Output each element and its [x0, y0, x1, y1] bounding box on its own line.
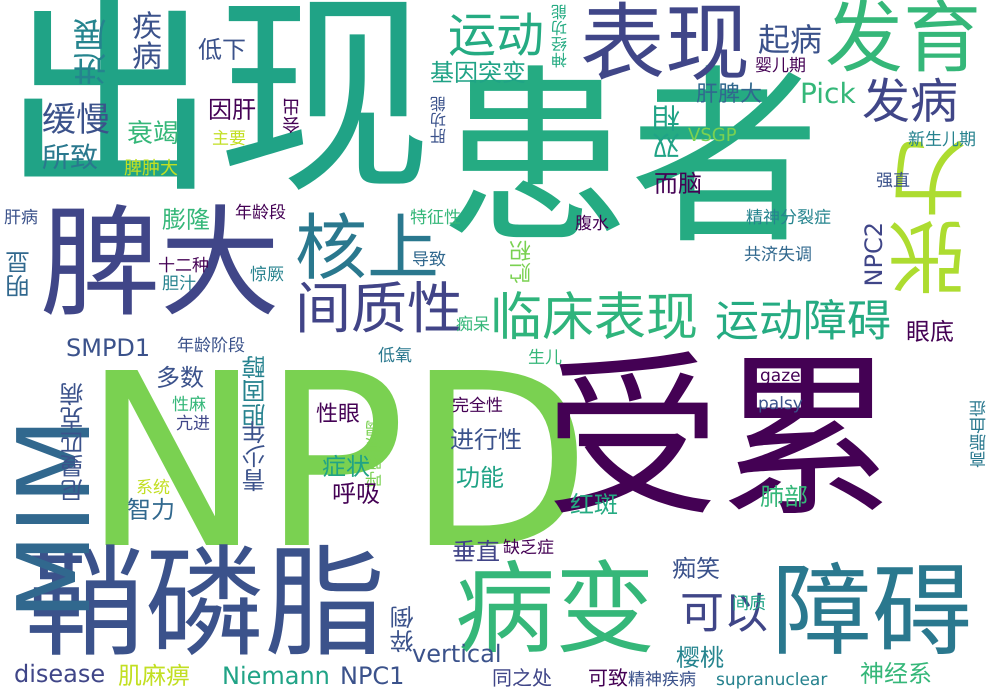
word: 所致	[42, 141, 99, 174]
word: 胆汁	[162, 274, 196, 294]
word: 智力	[127, 496, 175, 524]
word: 性眼	[316, 402, 361, 427]
word: 性麻	[172, 395, 206, 415]
word: 缓慢	[42, 100, 110, 140]
word: NPC1	[340, 662, 405, 690]
word: SMPD1	[66, 334, 151, 362]
word: 精神疾病	[628, 670, 696, 690]
word: 疾病	[126, 10, 161, 70]
word: palsy	[758, 394, 803, 414]
word: 起病	[758, 21, 823, 59]
word: VSGP	[688, 125, 737, 146]
word: 运动	[448, 8, 545, 64]
word: 患者	[440, 49, 821, 270]
word: 发育	[825, 0, 982, 84]
word: 障碍	[772, 553, 972, 670]
word: 因肝	[208, 96, 256, 124]
word: 衰竭	[127, 119, 180, 149]
word: 可致	[588, 666, 628, 690]
word: 明显	[6, 250, 34, 298]
word: 发病	[862, 74, 959, 130]
word: 低下	[198, 36, 246, 64]
word: 共济失调	[744, 245, 812, 265]
word: 功能	[456, 464, 504, 492]
word: 进展	[73, 18, 113, 86]
word: 神经系	[860, 660, 932, 688]
word: 神经功能	[551, 4, 570, 68]
word: 精神分裂症	[746, 208, 831, 228]
word: 进行性	[450, 426, 522, 454]
word: 年龄阶段	[177, 336, 245, 356]
word: 樱桃	[676, 644, 724, 672]
word: 痴呆	[456, 315, 490, 335]
word: 可以	[680, 588, 768, 639]
word: 腹水	[575, 214, 609, 234]
word: 尼曼匹克病	[60, 382, 88, 502]
word: 呼吸	[332, 480, 380, 508]
word: 脾大	[40, 195, 280, 334]
word: 眼底	[906, 318, 954, 346]
word: MIM	[0, 417, 113, 620]
word: 肝脾大	[696, 82, 763, 107]
word: 而脑	[654, 170, 702, 198]
word: 临床表现	[490, 288, 699, 348]
word: 表现	[580, 0, 751, 94]
word: 完全性	[452, 396, 503, 416]
word: NPC2	[860, 222, 888, 287]
word: 症状	[322, 453, 370, 481]
word: 病变	[455, 551, 655, 668]
word: 强直	[876, 171, 910, 191]
word: 出现	[2, 0, 432, 223]
word: 新生儿期	[908, 130, 976, 150]
word: supranuclear	[716, 670, 828, 690]
word: 呼吸衰竭	[366, 420, 386, 488]
word: NPD	[82, 322, 592, 602]
word: 痴笑	[672, 555, 720, 583]
word: 系统	[136, 478, 170, 498]
word: 肌麻痹	[118, 662, 190, 690]
word: 双相	[651, 104, 684, 160]
word: Pick	[800, 77, 856, 110]
word: vertical	[412, 640, 502, 668]
word: 核上	[295, 206, 440, 290]
word: 主要	[212, 129, 246, 149]
word: 肝病	[4, 208, 38, 228]
word: 年龄段	[235, 203, 286, 223]
word: 间质	[732, 594, 766, 614]
word: 会出	[282, 98, 303, 134]
word: 垂直	[452, 538, 500, 566]
word: 张力	[888, 138, 981, 298]
word: 多数	[156, 364, 204, 392]
word: 贮积	[510, 240, 535, 284]
word: 导致	[412, 250, 446, 270]
word: 青少年	[242, 420, 270, 492]
word: 高脂血症	[970, 400, 990, 468]
word: 基因突变	[430, 59, 526, 87]
word: 膨隆	[162, 206, 210, 234]
word: 肝功能	[430, 96, 449, 144]
word: disease	[14, 660, 106, 688]
word: 受累	[545, 338, 895, 541]
word: 红斑	[570, 491, 618, 519]
word: 婴儿期	[755, 56, 806, 76]
word: 低氧	[378, 346, 412, 366]
word: 缺乏症	[503, 538, 554, 558]
word: 特征性	[410, 208, 461, 228]
word: Niemann	[222, 662, 330, 690]
word: gaze	[760, 366, 801, 386]
word: 胆固醇	[242, 355, 270, 427]
word: 生儿	[528, 348, 562, 368]
word: 间质性	[295, 277, 463, 342]
word: 脾肿大	[124, 158, 178, 179]
word: 亢进	[176, 414, 210, 434]
word: 惊厥	[250, 265, 284, 285]
word: 运动障碍	[715, 296, 891, 347]
word: 肺部	[760, 483, 808, 511]
word: 十二种	[158, 256, 209, 276]
word: 同之处	[492, 666, 552, 690]
word: 鞘磷脂	[25, 535, 385, 674]
